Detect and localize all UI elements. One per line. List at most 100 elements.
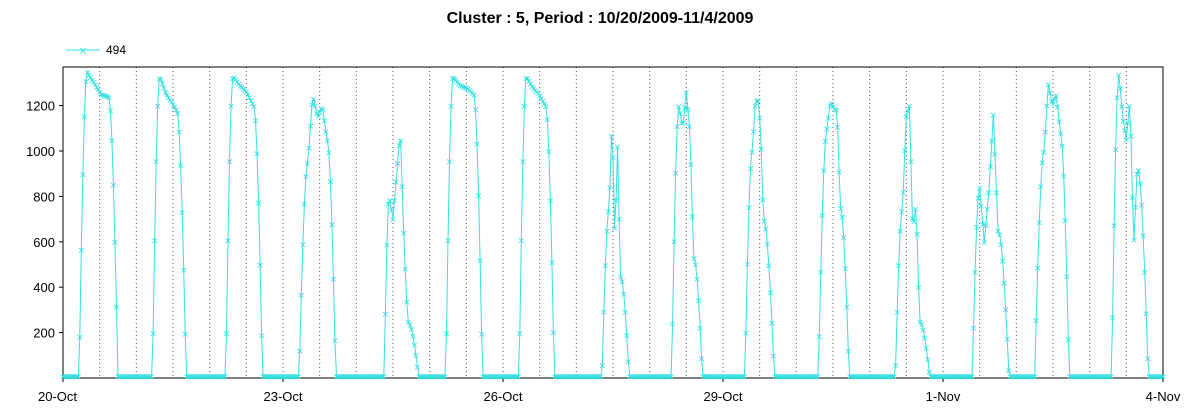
data-point-marker: ×: [334, 373, 342, 383]
data-point-marker: ×: [1071, 373, 1079, 383]
data-point-marker: ×: [244, 91, 252, 101]
data-point-marker: ×: [687, 161, 695, 171]
data-point-marker: ×: [788, 373, 796, 383]
data-point-marker: ×: [111, 238, 119, 248]
data-point-marker: ×: [139, 373, 147, 383]
data-point-marker: ×: [82, 78, 90, 88]
legend: × 494: [66, 43, 126, 57]
data-point-marker: ×: [887, 373, 895, 383]
data-point-marker: ×: [311, 102, 319, 112]
data-point-marker: ×: [284, 373, 292, 383]
data-point-marker: ×: [458, 82, 466, 92]
data-point-marker: ×: [594, 373, 602, 383]
data-point-marker: ×: [834, 123, 842, 133]
chart-title: Cluster : 5, Period : 10/20/2009-11/4/20…: [446, 10, 754, 27]
data-point-marker: ×: [168, 98, 176, 108]
data-point-marker: ×: [93, 83, 101, 93]
data-point-marker: ×: [123, 373, 131, 383]
data-point-marker: ×: [744, 260, 752, 270]
data-point-marker: ×: [614, 143, 622, 153]
data-point-marker: ×: [753, 97, 761, 107]
data-point-marker: ×: [547, 196, 555, 206]
data-point-marker: ×: [848, 373, 856, 383]
data-point-marker: ×: [429, 373, 437, 383]
data-point-marker: ×: [802, 373, 810, 383]
data-point-marker: ×: [414, 363, 422, 373]
data-point-marker: ×: [293, 373, 301, 383]
data-point-marker: ×: [218, 373, 226, 383]
data-point-marker: ×: [597, 373, 605, 383]
data-point-marker: ×: [693, 275, 701, 285]
data-point-marker: ×: [133, 373, 141, 383]
data-point-marker: ×: [383, 241, 391, 251]
data-point-marker: ×: [765, 262, 773, 272]
data-point-marker: ×: [987, 163, 995, 173]
data-point-marker: ×: [1109, 314, 1117, 324]
data-point-marker: ×: [971, 268, 979, 278]
data-point-marker: ×: [550, 329, 558, 339]
data-point-marker: ×: [85, 71, 93, 81]
data-point-marker: ×: [666, 373, 674, 383]
y-tick-label: 1000: [26, 144, 55, 159]
data-point-marker: ×: [279, 373, 287, 383]
data-point-marker: ×: [1060, 172, 1068, 182]
data-point-marker: ×: [174, 110, 182, 120]
data-point-marker: ×: [1065, 336, 1073, 346]
data-point-marker: ×: [936, 373, 944, 383]
data-point-marker: ×: [255, 199, 263, 209]
data-point-marker: ×: [559, 373, 567, 383]
data-point-marker: ×: [1103, 373, 1111, 383]
data-point-marker: ×: [220, 373, 228, 383]
data-point-marker: ×: [710, 373, 718, 383]
data-point-marker: ×: [423, 373, 431, 383]
data-point-marker: ×: [747, 165, 755, 175]
data-point-marker: ×: [154, 102, 162, 112]
data-point-marker: ×: [272, 373, 280, 383]
data-point-marker: ×: [828, 100, 836, 110]
data-point-marker: ×: [826, 102, 834, 112]
data-point-marker: ×: [669, 320, 677, 330]
data-point-marker: ×: [524, 74, 532, 84]
y-tick-label: 800: [33, 189, 55, 204]
data-point-marker: ×: [243, 88, 251, 98]
data-point-marker: ×: [136, 373, 144, 383]
data-point-marker: ×: [236, 82, 244, 92]
data-point-marker: ×: [281, 373, 289, 383]
data-point-marker: ×: [1029, 373, 1037, 383]
data-point-marker: ×: [913, 230, 921, 240]
data-point-marker: ×: [493, 373, 501, 383]
data-point-marker: ×: [702, 373, 710, 383]
data-point-marker: ×: [502, 373, 510, 383]
data-point-marker: ×: [1129, 194, 1137, 204]
data-point-marker: ×: [1014, 373, 1022, 383]
data-point-marker: ×: [401, 265, 409, 275]
data-point-marker: ×: [1025, 373, 1033, 383]
data-point-marker: ×: [886, 373, 894, 383]
data-point-marker: ×: [573, 373, 581, 383]
data-point-marker: ×: [240, 85, 248, 95]
data-point-marker: ×: [232, 76, 240, 86]
data-point-marker: ×: [880, 373, 888, 383]
data-point-marker: ×: [762, 225, 770, 235]
data-point-marker: ×: [930, 373, 938, 383]
data-point-marker: ×: [579, 373, 587, 383]
data-point-marker: ×: [181, 330, 189, 340]
data-point-marker: ×: [296, 347, 304, 357]
data-point-marker: ×: [825, 114, 833, 124]
data-point-marker: ×: [589, 373, 597, 383]
data-point-marker: ×: [359, 373, 367, 383]
data-point-marker: ×: [322, 127, 330, 137]
data-point-marker: ×: [159, 80, 167, 90]
data-point-marker: ×: [146, 373, 154, 383]
data-point-marker: ×: [353, 373, 361, 383]
data-point-marker: ×: [958, 373, 966, 383]
data-point-marker: ×: [1159, 373, 1167, 383]
x-tick-label: 4-Nov: [1146, 389, 1181, 404]
data-point-marker: ×: [608, 132, 616, 142]
data-point-marker: ×: [634, 373, 642, 383]
data-point-marker: ×: [751, 102, 759, 112]
data-point-marker: ×: [673, 123, 681, 133]
data-point-marker: ×: [944, 373, 952, 383]
data-point-marker: ×: [252, 116, 260, 126]
x-ticks: 20-Oct 23-Oct 26-Oct 29-Oct 1-Nov 4-Nov: [38, 378, 1181, 404]
